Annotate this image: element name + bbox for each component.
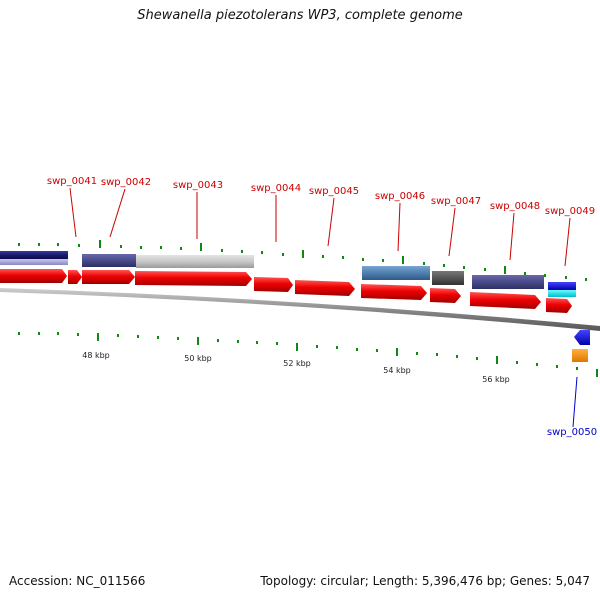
gene-label-swp_0041[interactable]: swp_0041 — [47, 176, 97, 187]
gene-arrow[interactable] — [82, 270, 135, 284]
upper-feature-bars — [0, 251, 576, 297]
feature-bar[interactable] — [548, 290, 576, 297]
feature-bar[interactable] — [0, 259, 68, 265]
kbp-label-52: 52 kbp — [283, 359, 311, 368]
kbp-label-48: 48 kbp — [82, 351, 110, 360]
gene-labels: swp_0041 swp_0042 swp_0043 swp_0044 swp_… — [47, 176, 597, 438]
feature-bar-lower[interactable] — [572, 349, 588, 362]
feature-bar[interactable] — [472, 275, 544, 289]
genome-stats-text: Topology: circular; Length: 5,396,476 bp… — [260, 574, 590, 588]
kbp-label-56: 56 kbp — [482, 375, 510, 384]
gene-label-swp_0044[interactable]: swp_0044 — [251, 183, 301, 194]
gene-arrow[interactable] — [0, 269, 67, 283]
gene-label-swp_0042[interactable]: swp_0042 — [101, 177, 151, 188]
feature-bar[interactable] — [548, 282, 576, 290]
leader-lines — [69, 187, 578, 428]
gene-label-swp_0047[interactable]: swp_0047 — [431, 196, 481, 207]
upper-tick-row — [18, 240, 587, 281]
feature-bar[interactable] — [0, 251, 68, 259]
gene-label-swp_0046[interactable]: swp_0046 — [375, 191, 425, 202]
gene-arrow[interactable] — [361, 284, 427, 300]
gene-arrow[interactable] — [135, 271, 252, 286]
gene-label-swp_0049[interactable]: swp_0049 — [545, 206, 595, 217]
gene-label-swp_0043[interactable]: swp_0043 — [173, 180, 223, 191]
accession-text: Accession: NC_011566 — [9, 574, 146, 588]
gene-label-swp_0048[interactable]: swp_0048 — [490, 201, 540, 212]
reverse-gene-arrow[interactable] — [574, 330, 590, 345]
gene-arrow[interactable] — [295, 280, 355, 296]
gene-arrow[interactable] — [430, 288, 461, 303]
feature-bar[interactable] — [362, 266, 430, 280]
gene-arrow[interactable] — [546, 298, 572, 313]
kbp-label-50: 50 kbp — [184, 354, 212, 363]
gene-label-swp_0050[interactable]: swp_0050 — [547, 427, 597, 438]
feature-bar[interactable] — [136, 255, 254, 268]
feature-bar[interactable] — [432, 271, 464, 285]
lower-tick-row — [18, 332, 598, 377]
gene-arrow[interactable] — [68, 270, 82, 284]
gene-arrow[interactable] — [470, 292, 541, 309]
gene-arrow[interactable] — [254, 277, 293, 292]
genome-title: Shewanella piezotolerans WP3, complete g… — [137, 8, 463, 23]
gene-label-swp_0045[interactable]: swp_0045 — [309, 186, 359, 197]
feature-bar[interactable] — [82, 254, 136, 267]
kbp-label-54: 54 kbp — [383, 366, 411, 375]
genome-backbone — [0, 288, 600, 331]
forward-genes — [0, 269, 572, 313]
